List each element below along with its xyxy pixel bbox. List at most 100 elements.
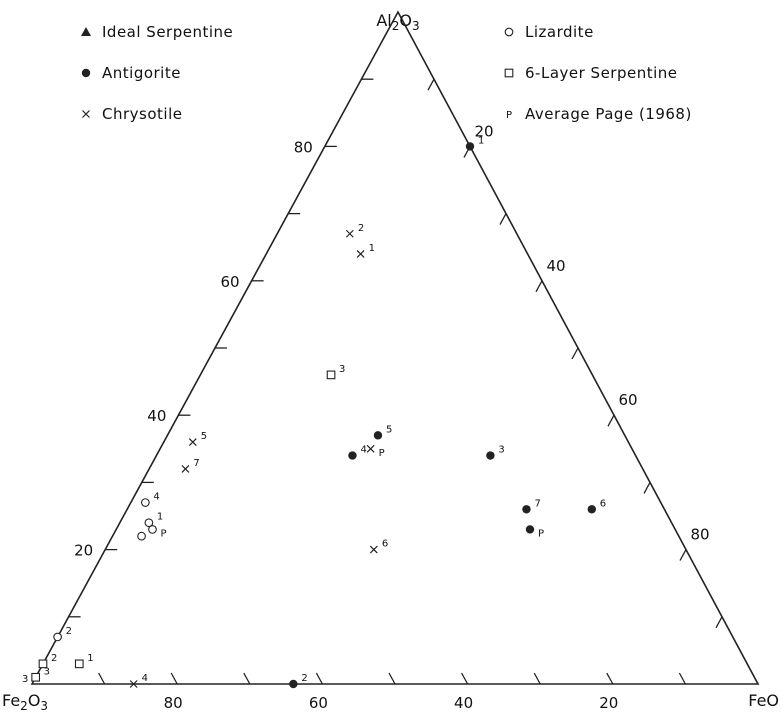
point-marker-filled-circle [348, 451, 357, 460]
legend-marker-filled-circle [81, 68, 91, 78]
point-marker-cross [129, 680, 138, 688]
legend-marker-cross [82, 110, 90, 118]
right-tick [535, 280, 543, 293]
point-marker-open-circle [144, 518, 154, 528]
point-label: 2 [51, 653, 57, 664]
right-tick [571, 347, 579, 360]
legend-label: Antigorite [102, 64, 181, 82]
point-marker-open-square [326, 370, 336, 380]
bottom-tick [606, 672, 614, 685]
point-label: 2 [301, 673, 307, 684]
point-label: P [538, 528, 544, 539]
point-label: P [379, 448, 385, 459]
point-marker-cross [369, 545, 378, 554]
left-tick-label: 60 [221, 273, 240, 291]
point-marker-filled-circle [587, 505, 596, 514]
data-point: P [366, 444, 385, 459]
legend-item: Chrysotile [82, 105, 182, 123]
bottom-tick [170, 672, 178, 685]
point-label: 2 [358, 223, 364, 234]
data-point: 5 [188, 431, 207, 447]
point-marker-open-square [38, 659, 48, 669]
right-tick [715, 616, 723, 629]
point-marker-open-circle [53, 632, 62, 642]
bottom-tick-label: 40 [454, 694, 473, 712]
bottom-tick [678, 672, 686, 685]
point-label: 1 [478, 135, 484, 146]
data-point: 2 [38, 653, 57, 669]
bottom-tick [98, 672, 106, 685]
bottom-tick [533, 672, 541, 685]
right-tick [643, 482, 651, 494]
data-point: 1 [465, 135, 484, 151]
point-marker-open-square [74, 659, 84, 669]
point-marker-filled-circle [373, 431, 383, 440]
point-marker-cross [356, 249, 365, 258]
point-label: 3 [498, 445, 504, 456]
left-tick-label: 20 [74, 542, 93, 560]
apex-label-al2o3: Al2O3 [376, 11, 419, 33]
series-3: 1245P [53, 492, 167, 642]
right-tick [499, 213, 507, 225]
point-marker-filled-circle [465, 142, 475, 151]
legend-item: Ideal Serpentine [81, 23, 233, 41]
right-tick [607, 414, 615, 427]
point-marker-filled-circle [525, 525, 535, 534]
data-point: 4 [140, 492, 160, 507]
right-tick [679, 549, 687, 561]
right-tick-label: 60 [618, 391, 637, 409]
point-marker-cross [366, 444, 375, 453]
point-marker-cross [181, 465, 190, 473]
data-point: 1 [74, 653, 94, 669]
point-marker-cross [188, 438, 197, 447]
legend-label: 6-Layer Serpentine [525, 64, 678, 82]
point-marker-open-square [31, 672, 41, 682]
point-label: 4 [153, 492, 159, 503]
data-point: 6 [587, 498, 606, 514]
data-point: 7 [181, 458, 200, 473]
legend-marker-open-square [504, 68, 514, 78]
apex-label-fe2o3: Fe2O3 [2, 691, 48, 713]
right-tick [427, 78, 435, 91]
legend: Ideal Serpentine Antigorite Chrysotile Liza… [81, 23, 692, 123]
point-marker-filled-circle [289, 679, 298, 689]
point-label: 3 [44, 666, 50, 677]
legend-item: Antigorite [81, 64, 181, 82]
point-label: 1 [157, 512, 163, 523]
point-label: 3 [339, 364, 345, 375]
point-marker-open-circle [140, 498, 150, 507]
data-point: 3 [326, 364, 345, 380]
point-marker-open-circle [137, 531, 146, 541]
legend-marker-P: P [506, 110, 512, 121]
point-label: 7 [193, 458, 199, 469]
data-point: 4 [348, 445, 367, 460]
legend-label: Chrysotile [102, 105, 182, 123]
legend-label: Lizardite [525, 23, 594, 41]
point-label: P [160, 528, 166, 539]
bottom-tick [243, 672, 251, 685]
point-label: 6 [382, 539, 388, 550]
bottom-tick-label: 60 [309, 694, 328, 712]
left-tick-label: 80 [294, 138, 313, 156]
data-points: 1234567P124567P1245P12333 [22, 135, 606, 689]
data-point: P [148, 525, 167, 539]
point-label: 1 [87, 653, 93, 664]
data-point: 6 [369, 539, 388, 554]
data-point: 2 [289, 673, 308, 689]
data-point: 7 [522, 498, 541, 514]
legend-item: P Average Page (1968) [506, 105, 692, 123]
point-label: 2 [66, 626, 72, 637]
point-label: 7 [534, 498, 540, 509]
legend-label: Average Page (1968) [525, 105, 692, 123]
legend-marker-open-circle [504, 27, 514, 37]
apex-labels: Al2O3 Fe2O3 FeO [2, 11, 779, 713]
data-point: 5 [373, 424, 392, 440]
point-label: 3 [22, 674, 28, 685]
data-point: P [525, 525, 544, 539]
data-point: 2 [53, 626, 72, 642]
left-tick-label: 40 [147, 407, 166, 425]
data-point: 2 [345, 223, 364, 238]
series-1: 1 2 3 45 6 7 P [289, 135, 606, 689]
